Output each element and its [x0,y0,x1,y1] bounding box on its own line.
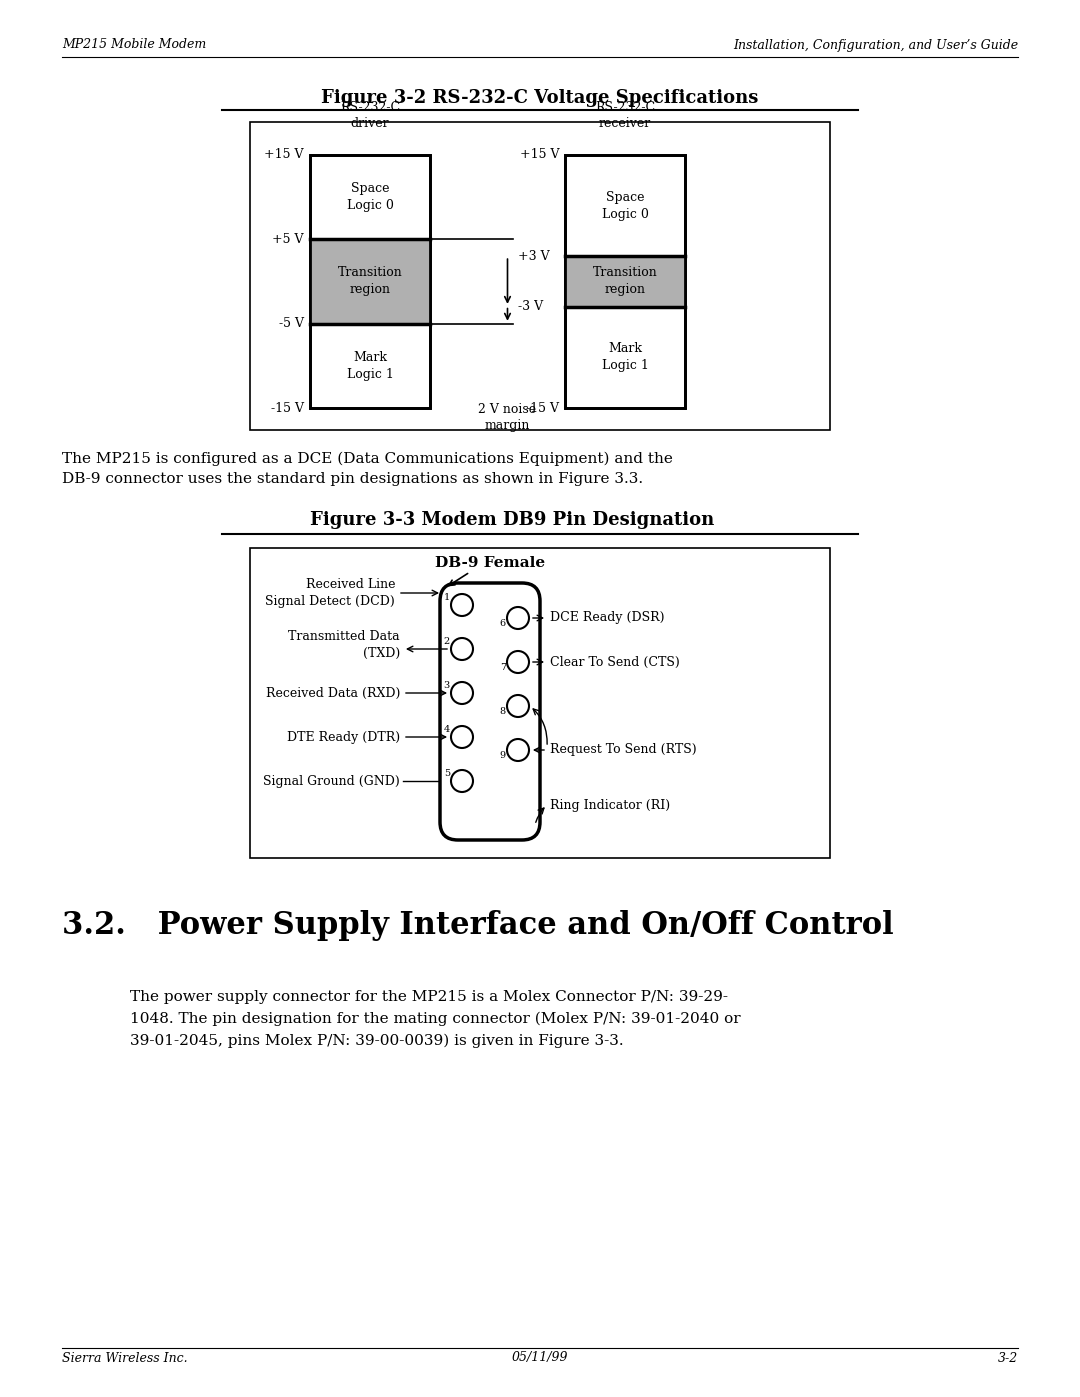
Text: 7: 7 [500,664,507,672]
Text: 4: 4 [444,725,450,735]
Circle shape [507,651,529,673]
Circle shape [451,770,473,792]
Text: 6: 6 [500,619,507,629]
Text: 3: 3 [444,682,450,690]
Text: -5 V: -5 V [279,317,303,330]
Bar [565,256,685,307]
Text: Mark
Logic 1: Mark Logic 1 [347,351,393,381]
Text: Space
Logic 0: Space Logic 0 [347,182,393,212]
Circle shape [451,594,473,616]
Bar [310,155,430,408]
Text: The power supply connector for the MP215 is a Molex Connector P/N: 39-29-: The power supply connector for the MP215… [130,990,728,1004]
Circle shape [507,608,529,629]
Bar [249,548,831,858]
Text: DB-9 Female: DB-9 Female [435,556,545,570]
Text: 3-2: 3-2 [998,1351,1018,1365]
Text: Clear To Send (CTS): Clear To Send (CTS) [550,655,679,669]
Text: RS-232-C
receiver: RS-232-C receiver [595,101,656,130]
Text: -3 V: -3 V [517,300,542,313]
Bar [310,155,430,408]
Text: 1048. The pin designation for the mating connector (Molex P/N: 39-01-2040 or: 1048. The pin designation for the mating… [130,1011,741,1027]
Text: Transmitted Data
(TXD): Transmitted Data (TXD) [288,630,400,659]
Text: 2 V noise
margin: 2 V noise margin [478,402,537,432]
Text: 39-01-2045, pins Molex P/N: 39-00-0039) is given in Figure 3-3.: 39-01-2045, pins Molex P/N: 39-00-0039) … [130,1034,623,1048]
Text: -15 V: -15 V [271,401,303,415]
Text: Mark
Logic 1: Mark Logic 1 [602,342,648,373]
Text: 5: 5 [444,770,450,778]
Text: MP215 Mobile Modem: MP215 Mobile Modem [62,39,206,52]
Text: Figure 3-3 Modem DB9 Pin Designation: Figure 3-3 Modem DB9 Pin Designation [310,511,714,529]
Text: Transition
region: Transition region [338,267,403,296]
Text: Figure 3-2 RS-232-C Voltage Specifications: Figure 3-2 RS-232-C Voltage Specificatio… [322,89,758,108]
Text: Received Data (RXD): Received Data (RXD) [266,686,400,700]
Text: Installation, Configuration, and User’s Guide: Installation, Configuration, and User’s … [733,39,1018,52]
Text: 05/11/99: 05/11/99 [512,1351,568,1365]
Text: Received Line
Signal Detect (DCD): Received Line Signal Detect (DCD) [266,578,395,608]
Text: The MP215 is configured as a DCE (Data Communications Equipment) and the: The MP215 is configured as a DCE (Data C… [62,453,673,467]
Text: Ring Indicator (RI): Ring Indicator (RI) [550,799,670,812]
Bar [565,155,685,408]
Text: 2: 2 [444,637,450,647]
Circle shape [451,638,473,659]
Circle shape [507,694,529,717]
Bar [565,155,685,408]
Bar [310,239,430,324]
Circle shape [451,726,473,747]
Text: 3.2.   Power Supply Interface and On/Off Control: 3.2. Power Supply Interface and On/Off C… [62,909,893,942]
Bar [249,122,831,430]
Text: -15 V: -15 V [526,401,559,415]
FancyBboxPatch shape [440,583,540,840]
Text: DCE Ready (DSR): DCE Ready (DSR) [550,612,664,624]
Text: +3 V: +3 V [517,250,549,263]
Text: 9: 9 [500,752,507,760]
Circle shape [451,682,473,704]
Text: Space
Logic 0: Space Logic 0 [602,190,648,221]
Circle shape [507,739,529,761]
Text: +5 V: +5 V [272,233,303,246]
Text: 8: 8 [500,707,507,717]
Text: +15 V: +15 V [519,148,559,162]
Text: DB-9 connector uses the standard pin designations as shown in Figure 3.3.: DB-9 connector uses the standard pin des… [62,472,643,486]
Text: Sierra Wireless Inc.: Sierra Wireless Inc. [62,1351,188,1365]
Text: +15 V: +15 V [265,148,303,162]
Text: Transition
region: Transition region [593,267,658,296]
Text: Request To Send (RTS): Request To Send (RTS) [550,743,697,757]
Text: 1: 1 [444,594,450,602]
Text: Signal Ground (GND): Signal Ground (GND) [264,774,400,788]
Text: RS-232-C
driver: RS-232-C driver [340,101,400,130]
Text: DTE Ready (DTR): DTE Ready (DTR) [287,731,400,743]
